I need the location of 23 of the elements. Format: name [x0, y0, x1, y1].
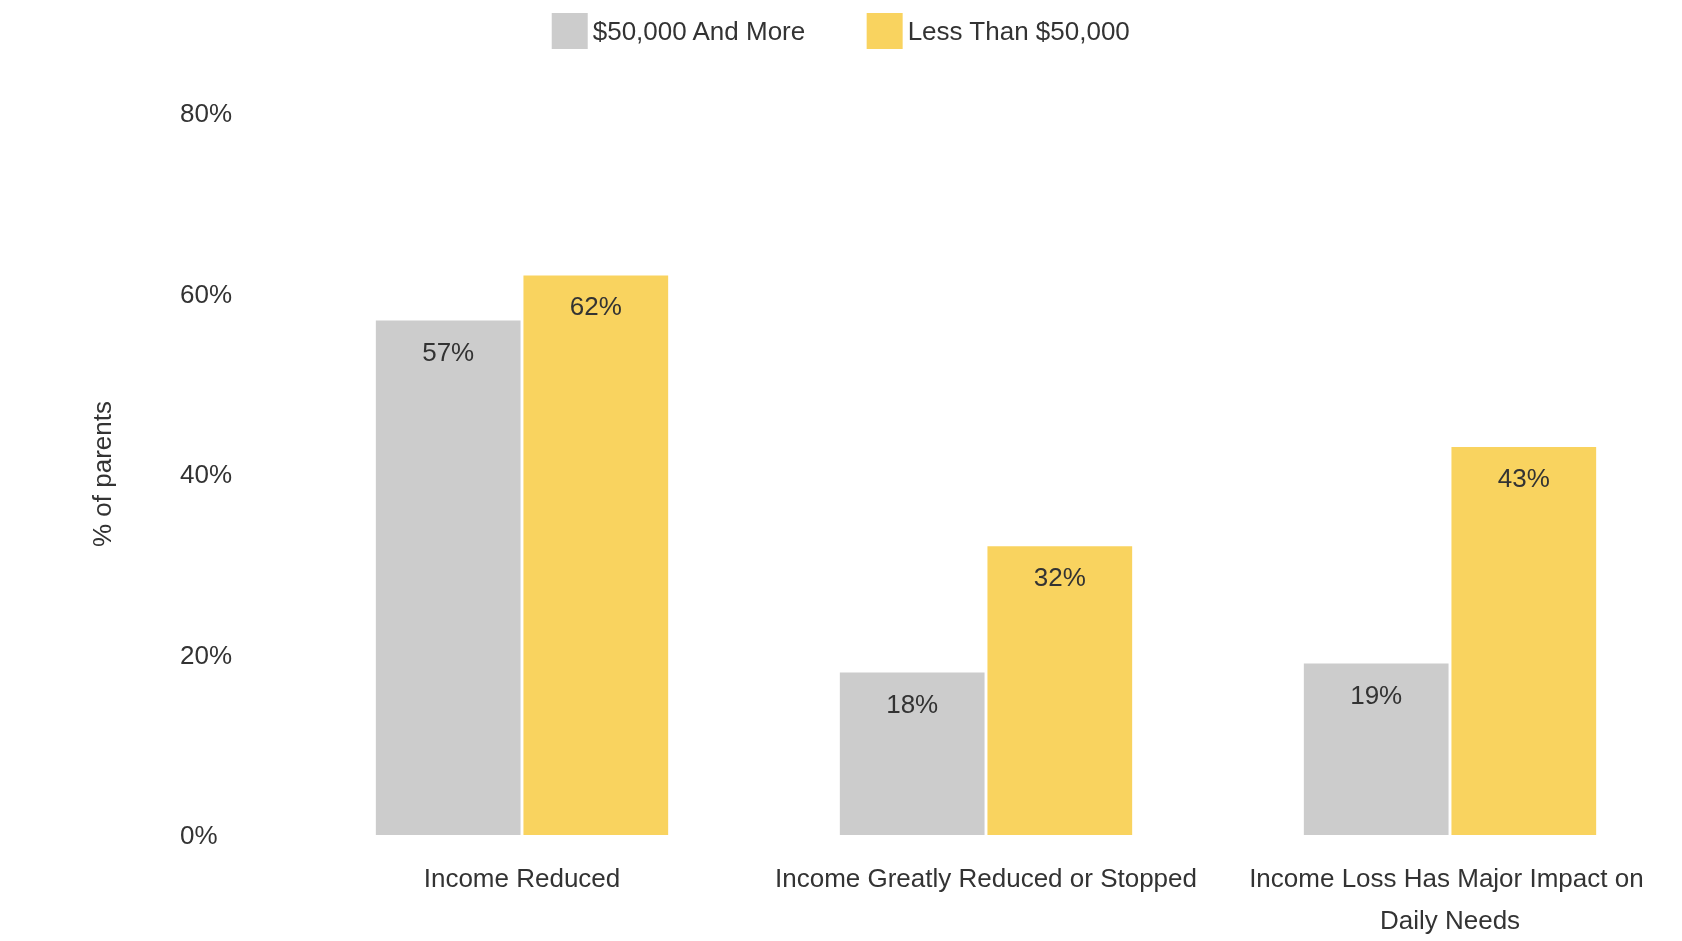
data-label: 57%: [422, 336, 475, 367]
data-label: 62%: [569, 291, 622, 322]
bar: [1303, 663, 1449, 835]
data-label: 19%: [1350, 679, 1403, 710]
y-tick-label: 40%: [180, 459, 233, 489]
x-tick-label: Income Greatly Reduced or Stopped: [774, 863, 1198, 893]
y-tick-label: 0%: [180, 820, 218, 850]
data-label: 32%: [1033, 562, 1086, 593]
data-label: 43%: [1497, 462, 1550, 493]
legend-label: Less Than $50,000: [907, 16, 1130, 46]
data-label: 18%: [886, 688, 939, 719]
y-tick-label: 80%: [180, 98, 233, 128]
y-axis-title: % of parents: [87, 401, 117, 547]
bar: [987, 546, 1133, 835]
bar: [839, 672, 985, 835]
legend-label: $50,000 And More: [592, 16, 806, 46]
y-tick-label: 20%: [180, 639, 233, 670]
bar: [375, 320, 521, 835]
x-tick-label: Income Loss Has Major Impact on Daily Needs: [1249, 863, 1651, 935]
bar: [523, 275, 669, 835]
x-tick-label: Income Reduced: [423, 863, 621, 893]
y-tick-label: 60%: [180, 278, 233, 309]
bar: [1451, 446, 1597, 835]
